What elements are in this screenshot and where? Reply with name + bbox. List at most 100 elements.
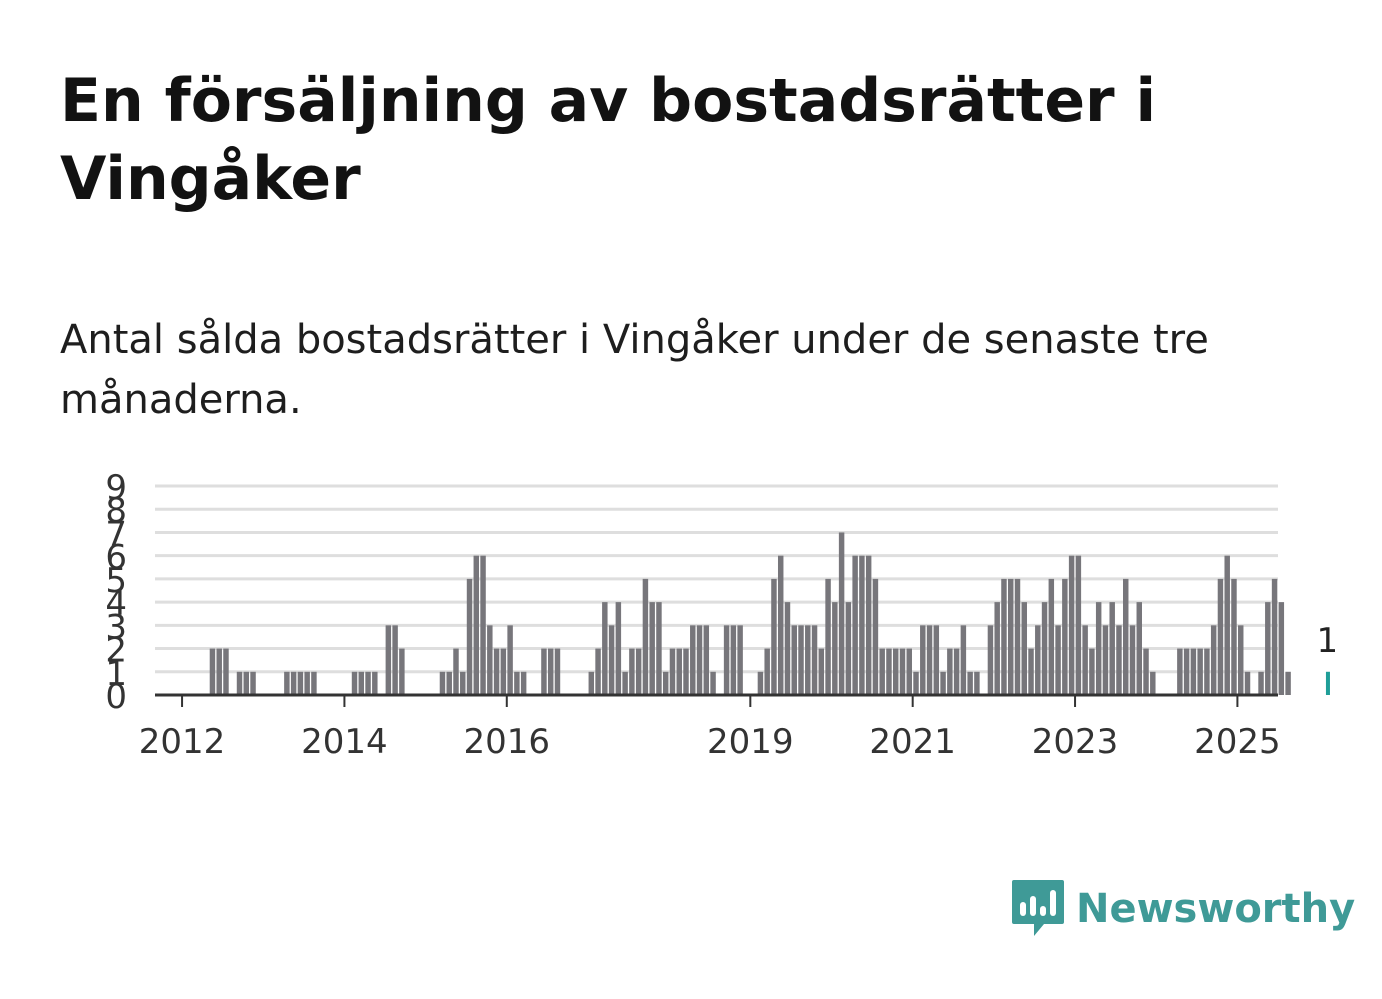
bar <box>1265 602 1271 695</box>
bar <box>635 648 642 695</box>
bar <box>351 671 358 695</box>
bar <box>737 625 743 695</box>
newsworthy-logo[interactable]: Newsworthy <box>1010 878 1355 940</box>
bar <box>595 648 601 695</box>
bar <box>892 648 899 695</box>
bar <box>818 648 825 695</box>
bar <box>304 671 310 695</box>
bar <box>1109 602 1115 695</box>
bar <box>243 671 250 695</box>
bar <box>365 671 371 695</box>
y-tick-label: 7 <box>105 514 127 554</box>
bar <box>865 555 872 695</box>
bar <box>926 625 933 695</box>
bar <box>676 648 682 695</box>
x-tick-label: 2012 <box>139 722 226 762</box>
bar <box>236 671 243 695</box>
bar <box>1102 625 1109 695</box>
bar <box>1007 578 1014 695</box>
bar <box>940 671 946 695</box>
newsworthy-logo-icon <box>1012 880 1064 936</box>
bar <box>1224 555 1230 695</box>
bar <box>1197 648 1203 695</box>
bar <box>1204 648 1210 695</box>
bar <box>838 532 845 695</box>
bar <box>507 625 513 695</box>
bar <box>453 648 459 695</box>
bar <box>223 648 229 695</box>
bar <box>1143 648 1149 695</box>
bar <box>399 648 405 695</box>
bar <box>845 602 852 695</box>
y-tick-label: 6 <box>105 538 127 578</box>
bar <box>487 625 493 695</box>
bar <box>520 671 527 695</box>
bar <box>886 648 892 695</box>
y-tick-label: 5 <box>105 561 127 601</box>
bar <box>960 625 967 695</box>
bar <box>994 602 1000 695</box>
y-tick-label: 4 <box>105 584 127 624</box>
bar <box>1123 578 1129 695</box>
bar <box>588 671 595 695</box>
bar <box>554 648 561 695</box>
bar <box>805 625 811 695</box>
bar <box>649 602 655 695</box>
bar <box>825 578 831 695</box>
bar <box>1035 625 1041 695</box>
bar <box>297 671 304 695</box>
bar <box>1258 671 1264 695</box>
y-tick-label: 2 <box>105 631 127 671</box>
bar <box>852 555 858 695</box>
bar <box>757 671 764 695</box>
bar <box>974 671 980 695</box>
bar <box>933 625 940 695</box>
bar <box>899 648 906 695</box>
x-tick-label: 2025 <box>1194 722 1281 762</box>
bar <box>683 648 689 695</box>
x-tick-label: 2021 <box>869 722 956 762</box>
bar <box>1190 648 1197 695</box>
bar <box>209 648 216 695</box>
bar <box>358 671 365 695</box>
bar <box>1075 555 1082 695</box>
bar <box>953 648 960 695</box>
bar <box>906 648 912 695</box>
bar <box>777 555 784 695</box>
brand-name: Newsworthy <box>1076 886 1356 932</box>
bar <box>480 555 486 695</box>
bar <box>764 648 770 695</box>
x-tick-label: 2023 <box>1032 722 1119 762</box>
bar <box>460 671 466 695</box>
bar <box>1095 602 1102 695</box>
x-tick-label: 2014 <box>301 722 388 762</box>
bar <box>771 578 777 695</box>
bar <box>372 671 378 695</box>
bar <box>723 625 730 695</box>
bar <box>1116 625 1122 695</box>
bar <box>690 625 696 695</box>
y-tick-label: 1 <box>105 654 127 694</box>
bar <box>1238 625 1244 695</box>
bar <box>1183 648 1190 695</box>
bar <box>872 578 879 695</box>
bar <box>784 602 791 695</box>
bar <box>385 625 392 695</box>
bar <box>913 671 919 695</box>
bar <box>879 648 885 695</box>
bar <box>1150 671 1156 695</box>
bar <box>1014 578 1021 695</box>
bar <box>920 625 926 695</box>
x-tick-label: 2016 <box>464 722 551 762</box>
bar <box>967 671 973 695</box>
bar <box>439 671 446 695</box>
bar <box>493 648 500 695</box>
bar <box>1278 602 1285 695</box>
bar <box>602 602 608 695</box>
bar <box>642 578 649 695</box>
bar <box>1129 625 1136 695</box>
highlight-value-label: 1 <box>1317 621 1339 661</box>
bar <box>1271 578 1278 695</box>
bar <box>608 625 615 695</box>
